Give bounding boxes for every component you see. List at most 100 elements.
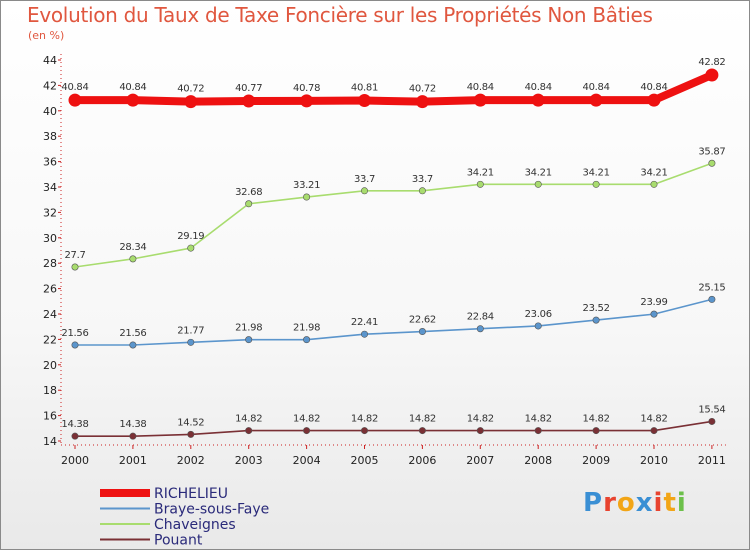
x-tick-label: 2007 [466,454,494,467]
data-label-braye-sous-faye: 22.41 [351,317,378,328]
logo-letter: P [583,488,604,518]
data-point-chaveignes [592,180,600,188]
data-point-pouant [303,427,311,435]
data-label-braye-sous-faye: 21.77 [177,325,204,336]
legend-label-braye-sous-faye: Braye-sous-Faye [154,502,269,518]
data-point-braye-sous-faye [650,310,658,318]
series-line-braye-sous-faye [74,298,713,346]
data-label-pouant: 14.82 [583,414,610,425]
data-label-braye-sous-faye: 23.52 [583,303,610,314]
logo-letter: r [603,488,617,518]
data-point-richelieu [358,94,371,108]
data-label-richelieu: 40.84 [467,82,494,93]
data-point-braye-sous-faye [245,336,253,344]
legend-label-pouant: Pouant [154,533,203,549]
y-tick-label: 36 [43,156,57,169]
legend-label-richelieu: RICHELIEU [154,486,228,502]
y-tick-label: 28 [43,257,57,270]
data-label-richelieu: 40.84 [640,82,667,93]
logo-letter: o [616,488,636,518]
data-point-braye-sous-faye [418,328,426,336]
data-label-chaveignes: 34.21 [583,167,610,178]
data-label-braye-sous-faye: 23.06 [525,309,552,320]
data-point-chaveignes [534,180,542,188]
data-label-pouant: 15.54 [698,404,725,415]
data-point-chaveignes [303,193,311,201]
data-point-pouant [360,427,368,435]
data-label-pouant: 14.82 [640,414,667,425]
y-tick-label: 40 [43,105,57,118]
data-point-pouant [129,432,137,440]
x-tick-label: 2004 [293,454,321,467]
y-tick-label: 24 [43,308,57,321]
data-label-richelieu: 40.81 [351,83,378,94]
data-point-chaveignes [360,187,368,195]
logo-letter: x [635,488,654,518]
data-label-chaveignes: 33.21 [293,180,320,191]
data-label-pouant: 14.38 [119,419,146,430]
data-label-chaveignes: 32.68 [235,187,262,198]
data-label-richelieu: 40.78 [293,83,320,94]
data-label-richelieu: 40.72 [177,84,204,95]
y-tick-label: 16 [43,410,57,423]
data-label-richelieu: 42.82 [698,57,725,68]
data-label-chaveignes: 33.7 [412,174,433,185]
series-line-richelieu [71,70,716,106]
data-label-chaveignes: 34.21 [467,167,494,178]
data-point-pouant [187,430,195,438]
data-point-richelieu [184,95,198,109]
data-point-chaveignes [708,159,716,167]
data-label-richelieu: 40.84 [119,82,146,93]
data-point-pouant [245,427,253,435]
y-tick-label: 30 [43,232,57,245]
data-point-pouant [592,427,600,435]
chart-subtitle: (en %) [28,29,65,42]
data-point-chaveignes [245,200,253,208]
data-label-braye-sous-faye: 22.84 [467,312,494,323]
data-label-richelieu: 40.84 [583,82,610,93]
data-label-pouant: 14.82 [293,414,320,425]
data-label-pouant: 14.38 [61,419,88,430]
data-label-pouant: 14.82 [409,414,436,425]
data-label-braye-sous-faye: 25.15 [698,282,725,293]
y-tick-label: 26 [43,283,57,296]
y-tick-label: 38 [43,130,57,143]
data-label-richelieu: 40.72 [409,84,436,95]
data-point-pouant [650,427,658,435]
legend-label-chaveignes: Chaveignes [154,517,236,533]
data-point-richelieu [589,93,603,107]
data-label-pouant: 14.82 [235,414,262,425]
logo-letter: i [676,488,687,518]
data-point-richelieu [647,93,661,107]
x-tick-label: 2000 [61,454,89,467]
data-point-braye-sous-faye [303,336,311,344]
data-point-pouant [71,432,79,440]
data-point-braye-sous-faye [71,341,79,349]
data-point-richelieu [415,95,429,109]
data-point-chaveignes [418,187,426,195]
data-point-pouant [534,427,542,435]
data-label-braye-sous-faye: 23.99 [640,297,667,308]
series-line-chaveignes [74,162,713,268]
x-tick-label: 2001 [119,454,147,467]
data-point-richelieu [531,93,545,107]
data-label-braye-sous-faye: 21.98 [235,323,262,334]
data-label-chaveignes: 35.87 [698,146,725,157]
x-tick-label: 2008 [524,454,552,467]
data-point-chaveignes [187,244,195,252]
data-label-braye-sous-faye: 21.98 [293,323,320,334]
data-label-richelieu: 40.84 [61,82,88,93]
y-tick-label: 18 [43,384,57,397]
y-tick-label: 14 [43,435,57,448]
data-label-pouant: 14.82 [351,414,378,425]
chart-title: Evolution du Taux de Taxe Foncière sur l… [27,3,653,27]
data-point-chaveignes [129,255,137,263]
y-tick-label: 20 [43,359,57,372]
data-label-chaveignes: 34.21 [640,167,667,178]
data-point-richelieu [705,68,719,82]
data-point-richelieu [126,93,140,107]
x-tick-label: 2006 [408,454,436,467]
data-point-pouant [418,427,426,435]
data-label-braye-sous-faye: 22.62 [409,315,436,326]
data-point-braye-sous-faye [360,330,368,338]
